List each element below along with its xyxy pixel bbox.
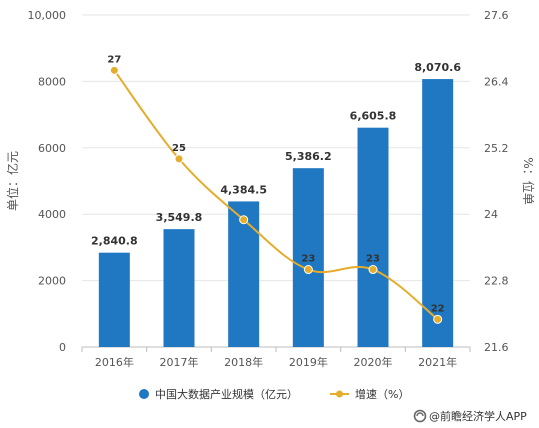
x-tick-label: 2020年 — [354, 355, 393, 369]
line-point — [368, 265, 378, 275]
line-point — [433, 314, 443, 324]
bar-value-label: 3,549.8 — [156, 211, 203, 224]
left-tick-label: 2000 — [38, 275, 66, 288]
right-tick-label: 21.6 — [484, 341, 509, 354]
line-point — [239, 215, 249, 225]
x-tick-label: 2017年 — [160, 355, 199, 369]
legend-line-dot — [336, 390, 343, 398]
bar-value-label: 6,605.8 — [350, 110, 397, 123]
right-tick-label: 27.6 — [484, 9, 509, 22]
growth-line — [113, 69, 439, 321]
line-point — [303, 265, 313, 275]
bar — [422, 79, 454, 347]
bar-value-labels: 2,840.8 3,549.8 4,384.5 5,386.2 6,605.8 8,070… — [91, 61, 461, 248]
right-tick-label: 25.2 — [484, 142, 509, 155]
left-tick-label: 6000 — [38, 142, 66, 155]
left-tick-label: 10,000 — [28, 9, 67, 22]
bar-value-label: 2,840.8 — [91, 235, 138, 248]
right-axis-title: %：位单 — [521, 157, 536, 204]
line-point-label: 25 — [172, 143, 186, 154]
line-point-label: 23 — [301, 254, 315, 265]
x-tick-label: 2016年 — [95, 355, 134, 369]
legend-line-label: 增速（%） — [355, 387, 409, 401]
right-tick-label: 22.8 — [484, 275, 509, 288]
bar — [163, 229, 195, 347]
x-tick-label: 2021年 — [418, 355, 457, 369]
right-axis-ticks: 21.6 22.8 24 25.2 26.4 27.6 — [484, 9, 509, 354]
credit: @前瞻经济学人APP — [413, 409, 527, 423]
right-tick-label: 26.4 — [484, 75, 509, 88]
line-point — [109, 65, 119, 75]
bar — [228, 201, 260, 347]
grid-lines — [82, 14, 470, 282]
left-tick-label: 4000 — [38, 208, 66, 221]
line-point — [174, 154, 184, 164]
right-tick-label: 24 — [484, 208, 498, 221]
swirl-logo-icon — [413, 409, 427, 423]
legend-bar-marker — [139, 389, 149, 399]
bar-series — [98, 79, 454, 347]
line-point-label: 27 — [107, 54, 121, 65]
bar — [98, 252, 130, 347]
legend: 中国大数据产业规模（亿元） 增速（%） — [139, 387, 409, 401]
left-axis-ticks: 0 2000 4000 6000 8000 10,000 — [28, 9, 67, 354]
x-axis-ticks: 2016年 2017年 2018年 2019年 2020年 2021年 — [81, 347, 471, 369]
left-axis-title: 单位：亿元 — [5, 151, 20, 211]
line-series: 27 25 23 23 22 — [107, 54, 445, 324]
x-tick-label: 2018年 — [224, 355, 263, 369]
bar-value-label: 4,384.5 — [220, 183, 267, 196]
left-tick-label: 8000 — [38, 75, 66, 88]
line-point-label: 22 — [431, 303, 445, 314]
bar-value-label: 5,386.2 — [285, 150, 332, 163]
bar — [357, 127, 389, 347]
credit-text: @前瞻经济学人APP — [429, 409, 527, 423]
left-tick-label: 0 — [59, 341, 66, 354]
bar-value-label: 8,070.6 — [414, 61, 461, 74]
x-tick-label: 2019年 — [289, 355, 328, 369]
line-point-label: 23 — [366, 254, 380, 265]
legend-bar-label: 中国大数据产业规模（亿元） — [155, 387, 298, 401]
bar — [292, 168, 324, 347]
